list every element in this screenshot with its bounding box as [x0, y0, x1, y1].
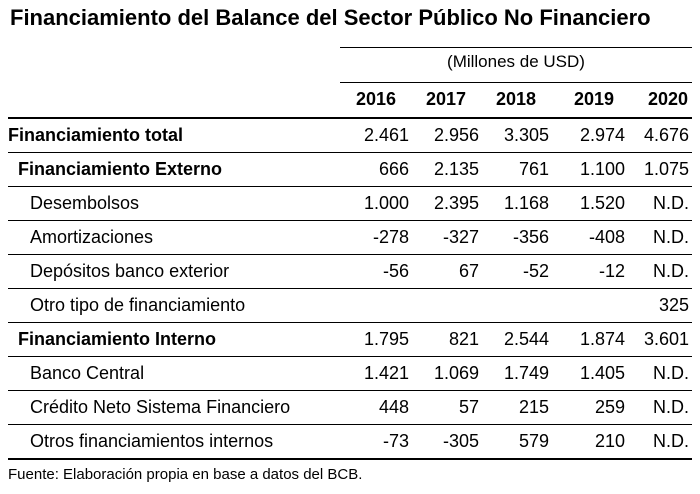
cell-value: 2.461 — [340, 119, 412, 153]
row-label: Otro tipo de financiamiento — [8, 288, 340, 323]
cell-value: -73 — [340, 424, 412, 460]
cell-value: -56 — [340, 254, 412, 289]
cell-value: 1.874 — [552, 322, 628, 357]
year-header: 2018 — [495, 89, 536, 109]
row-label: Financiamiento Externo — [8, 152, 340, 187]
row-label: Amortizaciones — [8, 220, 340, 255]
cell-value — [340, 288, 412, 323]
cell-value — [412, 288, 482, 323]
row-label: Crédito Neto Sistema Financiero — [8, 390, 340, 425]
table-row: Otros financiamientos internos -73 -305 579… — [8, 424, 692, 460]
cell-value: 215 — [482, 390, 552, 425]
cell-value: N.D. — [628, 254, 692, 289]
row-label: Financiamiento total — [8, 119, 340, 153]
cell-value: N.D. — [628, 424, 692, 460]
header-divider — [8, 117, 692, 119]
cell-value: 4.676 — [628, 119, 692, 153]
row-label: Banco Central — [8, 356, 340, 391]
cell-value: -12 — [552, 254, 628, 289]
cell-value — [482, 288, 552, 323]
table-row: Financiamiento Interno 1.795 821 2.544 1.874… — [8, 322, 692, 357]
cell-value: 1.749 — [482, 356, 552, 391]
row-label: Financiamiento Interno — [8, 322, 340, 357]
year-header-row: 2016 2017 2018 2019 2020 — [340, 82, 692, 117]
cell-value: 821 — [412, 322, 482, 357]
cell-value: 448 — [340, 390, 412, 425]
cell-value: 325 — [628, 288, 692, 323]
cell-value: -408 — [552, 220, 628, 255]
cell-value: N.D. — [628, 186, 692, 221]
cell-value: 1.405 — [552, 356, 628, 391]
cell-value: 1.100 — [552, 152, 628, 187]
cell-value: 67 — [412, 254, 482, 289]
table-row: Banco Central 1.421 1.069 1.749 1.405 N.D. — [8, 356, 692, 391]
cell-value — [552, 288, 628, 323]
cell-value: 1.421 — [340, 356, 412, 391]
table-row: Depósitos banco exterior -56 67 -52 -12 N.D. — [8, 254, 692, 289]
cell-value: 1.520 — [552, 186, 628, 221]
year-header: 2020 — [647, 89, 688, 109]
cell-value: -52 — [482, 254, 552, 289]
cell-value: -278 — [340, 220, 412, 255]
cell-value: 259 — [552, 390, 628, 425]
row-label: Desembolsos — [8, 186, 340, 221]
cell-value: -327 — [412, 220, 482, 255]
cell-value: 2.395 — [412, 186, 482, 221]
cell-value: 2.135 — [412, 152, 482, 187]
cell-value: 1.168 — [482, 186, 552, 221]
year-header: 2019 — [573, 89, 614, 109]
cell-value: -305 — [412, 424, 482, 460]
table-row: Amortizaciones -278 -327 -356 -408 N.D. — [8, 220, 692, 255]
units-label: (Millones de USD) — [340, 47, 692, 82]
source-note: Fuente: Elaboración propia en base a dat… — [8, 466, 363, 483]
cell-value: -356 — [482, 220, 552, 255]
row-label: Depósitos banco exterior — [8, 254, 340, 289]
cell-value: N.D. — [628, 390, 692, 425]
table-row: Otro tipo de financiamiento 325 — [8, 288, 692, 323]
cell-value: 666 — [340, 152, 412, 187]
cell-value: 3.305 — [482, 119, 552, 153]
table-row: Crédito Neto Sistema Financiero 448 57 215 2… — [8, 390, 692, 425]
cell-value: 3.601 — [628, 322, 692, 357]
table-title: Financiamiento del Balance del Sector Pú… — [10, 5, 651, 30]
cell-value: 210 — [552, 424, 628, 460]
year-header: 2016 — [355, 89, 396, 109]
table-row: Financiamiento total 2.461 2.956 3.305 2.974… — [8, 119, 692, 153]
cell-value: N.D. — [628, 356, 692, 391]
cell-value: 761 — [482, 152, 552, 187]
table-row: Financiamiento Externo 666 2.135 761 1.100 1.… — [8, 152, 692, 187]
cell-value: 2.956 — [412, 119, 482, 153]
year-header: 2017 — [425, 89, 466, 109]
cell-value: 2.544 — [482, 322, 552, 357]
cell-value: 1.795 — [340, 322, 412, 357]
table-row: Desembolsos 1.000 2.395 1.168 1.520 N.D. — [8, 186, 692, 221]
cell-value: 57 — [412, 390, 482, 425]
cell-value: 2.974 — [552, 119, 628, 153]
cell-value: 1.069 — [412, 356, 482, 391]
cell-value: N.D. — [628, 220, 692, 255]
financing-table: Financiamiento total 2.461 2.956 3.305 2.974… — [8, 119, 692, 460]
cell-value: 1.000 — [340, 186, 412, 221]
cell-value: 1.075 — [628, 152, 692, 187]
row-label: Otros financiamientos internos — [8, 424, 340, 460]
cell-value: 579 — [482, 424, 552, 460]
